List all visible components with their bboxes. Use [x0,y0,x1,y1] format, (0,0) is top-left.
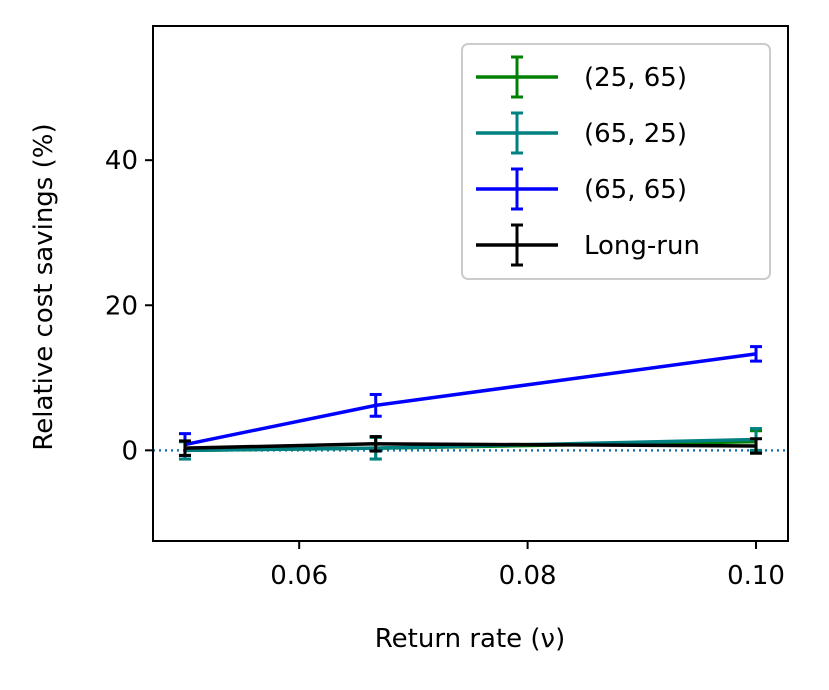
legend-label: Long-run [584,231,700,261]
legend-entry-1: (65, 25) [476,111,687,155]
plot-frame [152,25,789,542]
y-tick-label: 20 [105,291,138,321]
legend: (25, 65) (65, 25) (65, 65) Long-run [461,43,771,280]
y-axis-label: Relative cost savings (%) [29,123,59,450]
legend-box [461,43,771,280]
legend-label: (65, 65) [584,175,687,205]
series-line [184,352,757,447]
legend-entry-3: Long-run [476,223,700,267]
x-axis-label: Return rate (ν) [375,624,565,654]
series-3 [178,435,763,457]
x-tick-label: 0.10 [727,561,785,591]
legend-entry-0: (25, 65) [476,55,687,99]
x-tick-label: 0.08 [499,561,557,591]
legend-label: (65, 25) [584,119,687,149]
series-2 [178,345,763,457]
axes: 0.06 0.08 0.10 0 20 40 [105,25,789,591]
legend-entry-2: (65, 65) [476,167,687,211]
plot-area [153,345,788,461]
series-line [184,442,757,450]
legend-label: (25, 65) [584,63,687,93]
y-tick-label: 40 [105,146,138,176]
x-tick-label: 0.06 [270,561,328,591]
y-tick-label: 0 [121,436,138,466]
